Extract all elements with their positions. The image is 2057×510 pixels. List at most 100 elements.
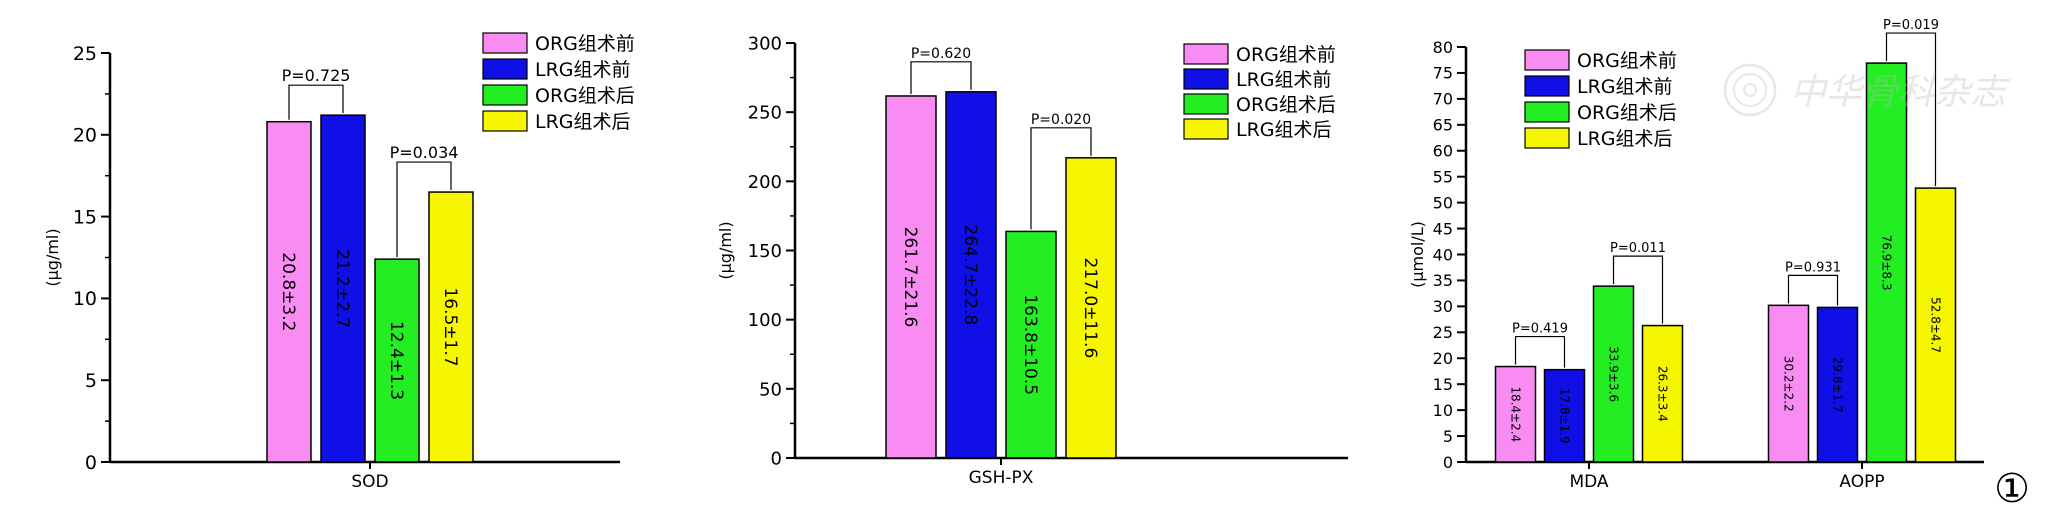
- legend-swatch: [1524, 49, 1570, 71]
- significance-bracket: [1030, 127, 1092, 230]
- legend-label: LRG组术前: [535, 59, 631, 81]
- y-tick-label: 25: [1433, 323, 1453, 342]
- p-value-label: P=0.019: [1883, 18, 1939, 33]
- legend: ORG组术前 LRG组术前 ORG组术后 LRG组术后: [1183, 43, 1336, 141]
- bar: [885, 95, 937, 459]
- y-tick-label: 5: [1443, 427, 1453, 446]
- bar-value-label: 21.2±2.7: [332, 249, 352, 328]
- bar: [1592, 285, 1635, 463]
- y-tick-label: 0: [771, 448, 782, 469]
- p-value-label: P=0.931: [1785, 260, 1841, 275]
- p-value-label: P=0.034: [390, 143, 459, 162]
- x-category-label: AOPP: [1839, 472, 1884, 492]
- bar-value-label: 17.8±1.9: [1557, 388, 1571, 444]
- legend-label: LRG组术后: [535, 111, 631, 133]
- bar: [1767, 304, 1810, 463]
- legend-label: ORG组术后: [1236, 94, 1336, 116]
- legend-swatch: [1524, 127, 1570, 149]
- chart-3: 0 5 10 15 20 25 30 35 40 45 50 55 60 65 70 75 80 (μmol/L)…: [1408, 18, 1984, 492]
- y-tick-label: 25: [73, 43, 97, 65]
- y-tick-label: 55: [1433, 167, 1453, 186]
- y-tick-label: 300: [748, 33, 782, 54]
- y-tick-label: 70: [1433, 90, 1453, 109]
- charts-container: 0 5 10 15 20 25 (μg/ml) SOD 20.8±3.2 21.2±2.7 12.4…: [43, 18, 1984, 492]
- legend-swatch: [482, 84, 528, 106]
- bar: [1065, 157, 1117, 459]
- y-tick-label: 250: [748, 103, 782, 124]
- y-tick-label: 5: [85, 370, 97, 392]
- legend-swatch: [1183, 118, 1229, 140]
- legend-label: ORG组术前: [535, 33, 635, 55]
- significance-bracket: [1612, 255, 1664, 324]
- bar-value-label: 18.4±2.4: [1508, 386, 1522, 442]
- y-tick-label: 30: [1433, 297, 1453, 316]
- y-tick-label: 45: [1433, 219, 1453, 238]
- y-tick-label: 15: [73, 206, 97, 228]
- bar: [1005, 230, 1057, 459]
- y-tick-label: 60: [1433, 142, 1453, 161]
- significance-bracket: [1885, 32, 1937, 187]
- bar-value-label: 26.3±3.4: [1655, 366, 1669, 422]
- bar-value-label: 29.8±1.7: [1830, 357, 1844, 413]
- legend: ORG组术前 LRG组术前 ORG组术后 LRG组术后: [482, 32, 635, 133]
- bar: [374, 258, 420, 463]
- y-tick-label: 40: [1433, 245, 1453, 264]
- figure-label: ①: [1994, 466, 2030, 510]
- y-tick-label: 50: [1433, 193, 1453, 212]
- y-tick-label: 0: [85, 452, 97, 474]
- legend-swatch: [1524, 75, 1570, 97]
- legend-label: LRG组术前: [1577, 76, 1673, 98]
- y-tick-label: 75: [1433, 64, 1453, 83]
- bar: [428, 191, 474, 463]
- x-category-label: SOD: [351, 472, 388, 492]
- y-tick-label: 35: [1433, 271, 1453, 290]
- y-tick-label: 200: [748, 172, 782, 193]
- y-axis-title: (μmol/L): [1408, 221, 1427, 288]
- y-axis-title: (μg/ml): [716, 221, 735, 279]
- bar: [1914, 187, 1957, 463]
- p-value-label: P=0.020: [1031, 112, 1091, 128]
- significance-bracket: [910, 61, 972, 94]
- legend-swatch: [482, 58, 528, 80]
- bar-value-label: 16.5±1.7: [440, 287, 460, 366]
- p-value-label: P=0.011: [1610, 241, 1666, 256]
- legend-label: LRG组术后: [1236, 119, 1332, 141]
- legend-swatch: [1183, 68, 1229, 90]
- bar: [320, 114, 366, 463]
- y-axis-title: (μg/ml): [43, 228, 62, 286]
- bar-value-label: 33.9±3.6: [1606, 346, 1620, 402]
- legend-swatch: [1524, 101, 1570, 123]
- bar-value-label: 76.9±8.3: [1879, 235, 1893, 291]
- y-tick-label: 100: [748, 310, 782, 331]
- x-category-label: MDA: [1569, 472, 1608, 492]
- legend: ORG组术前 LRG组术前 ORG组术后 LRG组术后: [1524, 49, 1677, 150]
- bar: [945, 91, 997, 459]
- legend-label: ORG组术后: [535, 85, 635, 107]
- bar-value-label: 20.8±3.2: [278, 252, 298, 331]
- y-tick-label: 65: [1433, 116, 1453, 135]
- bar: [1494, 365, 1537, 463]
- bar-value-label: 52.8±4.7: [1928, 297, 1942, 353]
- bar: [266, 120, 312, 463]
- bar-value-label: 12.4±1.3: [386, 321, 406, 400]
- legend-label: LRG组术前: [1236, 69, 1332, 91]
- bar: [1641, 324, 1684, 463]
- bar: [1865, 62, 1908, 463]
- bar-value-label: 163.8±10.5: [1020, 294, 1040, 395]
- watermark: 中华骨科杂志: [1723, 63, 2011, 117]
- significance-bracket: [1514, 335, 1566, 368]
- p-value-label: P=0.419: [1512, 322, 1568, 337]
- y-tick-label: 150: [748, 241, 782, 262]
- bar-value-label: 264.7±22.8: [960, 225, 980, 326]
- legend-label: ORG组术前: [1236, 44, 1336, 66]
- legend-swatch: [482, 32, 528, 54]
- p-value-label: P=0.725: [282, 66, 351, 85]
- y-tick-label: 15: [1433, 375, 1453, 394]
- legend-label: ORG组术后: [1577, 102, 1677, 124]
- legend-swatch: [482, 110, 528, 132]
- bar: [1816, 306, 1859, 463]
- chart-1: 0 5 10 15 20 25 (μg/ml) SOD 20.8±3.2 21.2±2.7 12.4…: [43, 32, 635, 492]
- legend-label: ORG组术前: [1577, 50, 1677, 72]
- bar-value-label: 261.7±21.6: [900, 227, 920, 328]
